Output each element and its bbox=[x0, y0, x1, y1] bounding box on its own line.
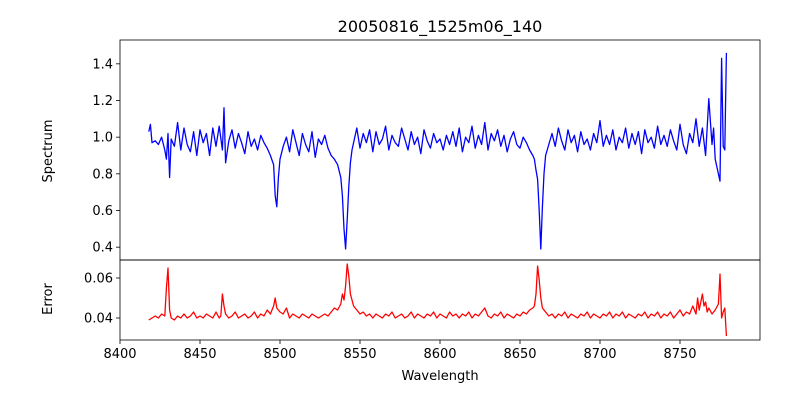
spectrum-y-tick-label: 1.2 bbox=[92, 94, 113, 109]
spectrum-panel: 0.4 0.6 0.8 1.0 1.2 1.4 bbox=[92, 39, 761, 261]
error-panel: 0.04 0.06 8400 8450 8500 8550 8600 8650 8700 8750 bbox=[84, 259, 761, 362]
x-tick-label: 8700 bbox=[583, 347, 616, 362]
error-y-tick-label: 0.04 bbox=[84, 312, 113, 327]
x-tick-label: 8500 bbox=[263, 347, 296, 362]
spectrum-y-tick-label: 0.8 bbox=[92, 167, 113, 182]
x-tick-label: 8750 bbox=[663, 347, 696, 362]
spectrum-y-tick-label: 0.4 bbox=[92, 241, 113, 256]
error-y-tick-label: 0.06 bbox=[84, 272, 113, 287]
spectrum-y-tick-label: 1.4 bbox=[92, 57, 113, 72]
x-tick-label: 8450 bbox=[183, 347, 216, 362]
spectrum-y-tick-label: 0.6 bbox=[92, 204, 113, 219]
chart-title: 20050816_1525m06_140 bbox=[338, 17, 543, 37]
x-tick-label: 8600 bbox=[423, 347, 456, 362]
x-tick-label: 8650 bbox=[503, 347, 536, 362]
spectrum-y-axis-label: Spectrum bbox=[41, 120, 56, 183]
error-y-axis-label: Error bbox=[41, 283, 56, 315]
x-tick-label: 8550 bbox=[343, 347, 376, 362]
spectrum-y-tick-label: 1.0 bbox=[92, 131, 113, 146]
spectrum-series-line bbox=[148, 52, 728, 250]
x-tick-label: 8400 bbox=[103, 347, 136, 362]
error-series-line bbox=[148, 263, 728, 337]
x-axis-label: Wavelength bbox=[401, 369, 478, 384]
